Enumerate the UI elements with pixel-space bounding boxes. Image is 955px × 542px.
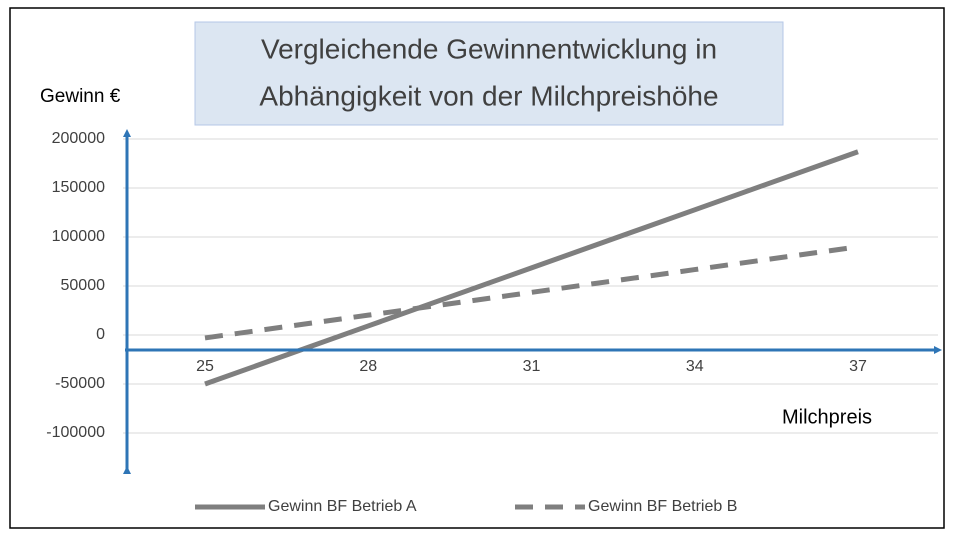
x-tick-label: 25 bbox=[196, 358, 214, 375]
x-axis-label: Milchpreis bbox=[782, 406, 872, 428]
series-line bbox=[204, 149, 859, 387]
x-tick-label: 31 bbox=[523, 358, 541, 375]
y-tick-label: 200000 bbox=[52, 130, 105, 147]
title-box bbox=[194, 21, 784, 126]
series-line bbox=[204, 244, 859, 341]
x-tick-label: 34 bbox=[686, 358, 704, 375]
legend-label: Gewinn BF Betrieb A bbox=[268, 498, 417, 515]
y-tick-label: 100000 bbox=[52, 228, 105, 245]
x-tick-label: 37 bbox=[849, 358, 867, 375]
x-tick-label: 28 bbox=[359, 358, 377, 375]
legend-label: Gewinn BF Betrieb B bbox=[588, 498, 737, 515]
y-tick-label: 150000 bbox=[52, 179, 105, 196]
chart-title: Abhängigkeit von der Milchpreishöhe bbox=[259, 80, 718, 111]
y-tick-label: 0 bbox=[96, 326, 105, 343]
y-tick-label: 50000 bbox=[61, 277, 106, 294]
chart-title: Vergleichende Gewinnentwicklung in bbox=[261, 33, 717, 64]
y-axis-label: Gewinn € bbox=[40, 86, 121, 107]
y-tick-label: -100000 bbox=[46, 424, 105, 441]
y-tick-label: -50000 bbox=[55, 375, 105, 392]
